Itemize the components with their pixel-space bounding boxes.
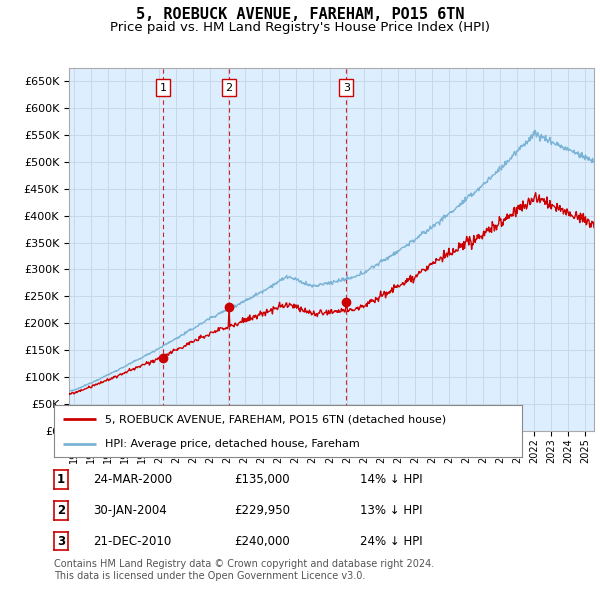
Text: 1: 1 [57, 473, 65, 486]
Text: 24-MAR-2000: 24-MAR-2000 [93, 473, 172, 486]
Text: 30-JAN-2004: 30-JAN-2004 [93, 504, 167, 517]
Text: 14% ↓ HPI: 14% ↓ HPI [360, 473, 422, 486]
Text: Price paid vs. HM Land Registry's House Price Index (HPI): Price paid vs. HM Land Registry's House … [110, 21, 490, 34]
Text: 13% ↓ HPI: 13% ↓ HPI [360, 504, 422, 517]
Text: £135,000: £135,000 [234, 473, 290, 486]
Text: HPI: Average price, detached house, Fareham: HPI: Average price, detached house, Fare… [106, 439, 360, 449]
Text: 21-DEC-2010: 21-DEC-2010 [93, 535, 171, 548]
Text: 24% ↓ HPI: 24% ↓ HPI [360, 535, 422, 548]
Text: 3: 3 [57, 535, 65, 548]
Text: 2: 2 [57, 504, 65, 517]
Text: 2: 2 [226, 83, 232, 93]
Text: £240,000: £240,000 [234, 535, 290, 548]
Text: Contains HM Land Registry data © Crown copyright and database right 2024.
This d: Contains HM Land Registry data © Crown c… [54, 559, 434, 581]
Text: 5, ROEBUCK AVENUE, FAREHAM, PO15 6TN (detached house): 5, ROEBUCK AVENUE, FAREHAM, PO15 6TN (de… [106, 414, 446, 424]
Text: 5, ROEBUCK AVENUE, FAREHAM, PO15 6TN: 5, ROEBUCK AVENUE, FAREHAM, PO15 6TN [136, 7, 464, 22]
Text: £229,950: £229,950 [234, 504, 290, 517]
Text: 1: 1 [160, 83, 167, 93]
Text: 3: 3 [343, 83, 350, 93]
